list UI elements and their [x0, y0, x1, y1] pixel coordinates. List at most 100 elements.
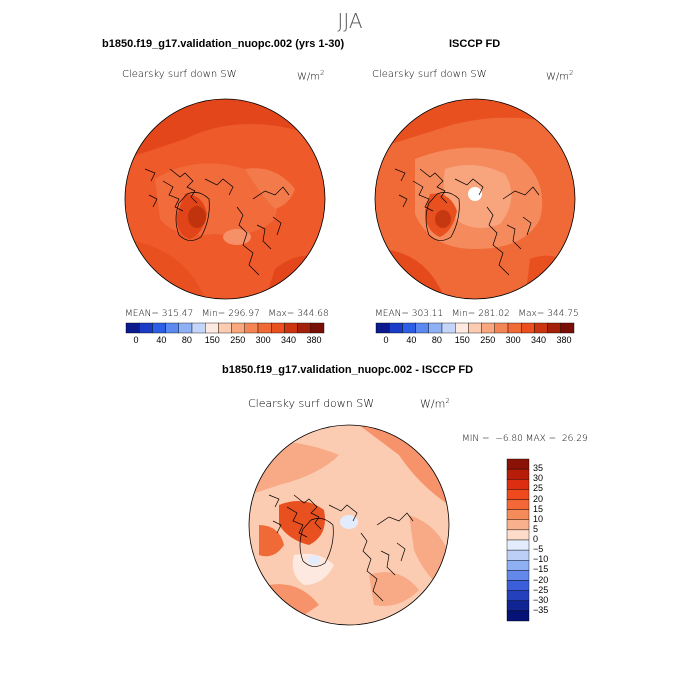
right-colorbar-swatch: [494, 322, 509, 334]
right-colorbar-tick-label: 40: [406, 335, 417, 345]
diff-units-label: W/m2: [420, 397, 450, 411]
season-title: JJA: [337, 9, 363, 33]
diff-colorbar-swatch: [506, 529, 530, 541]
right-colorbar: [375, 322, 575, 334]
left-colorbar-swatch: [297, 322, 312, 334]
left-colorbar-swatch: [244, 322, 259, 334]
diff-colorbar-tick-label: −35: [533, 604, 549, 615]
diff-colorbar-swatch: [506, 458, 530, 470]
right-map-border: [374, 98, 576, 300]
diff-colorbar-tick-label: −20: [533, 574, 549, 585]
left-colorbar-swatch: [178, 322, 193, 334]
left-stats: MEAN= 315.47 Min= 296.97 Max= 344.68: [125, 309, 329, 319]
right-map-band-southeast: [525, 255, 575, 299]
right-colorbar-tick-label: 300: [505, 335, 521, 345]
diff-map-patch-southwest: [292, 553, 334, 585]
diff-colorbar-tick-label: −15: [533, 564, 549, 575]
diff-colorbar-tick-label: 25: [533, 483, 544, 494]
right-colorbar-tick-label: 380: [556, 335, 572, 345]
diff-colorbar-swatch: [506, 570, 530, 581]
diff-units-text: W/m: [420, 397, 446, 411]
left-colorbar-swatch: [204, 322, 219, 334]
right-colorbar-swatch: [468, 322, 482, 334]
diff-colorbar-tick-label: 20: [533, 493, 544, 504]
right-colorbar-swatch: [402, 322, 416, 334]
diff-colorbar-tick-label: 0: [533, 534, 539, 544]
diff-colorbar-swatch: [506, 610, 530, 622]
diff-colorbar-swatch: [506, 509, 530, 520]
left-units-label: W/m2: [297, 69, 324, 82]
diff-polar-map: [248, 424, 450, 626]
right-units-exponent: 2: [569, 69, 574, 77]
left-colorbar-tick-label: 80: [181, 335, 192, 345]
left-colorbar-tick-label: 150: [204, 335, 220, 345]
diff-colorbar-tick-label: −25: [533, 584, 549, 595]
left-units-exponent: 2: [320, 69, 325, 77]
left-units-text: W/m: [297, 71, 320, 83]
right-units-text: W/m: [546, 71, 569, 83]
left-map-border: [124, 98, 326, 300]
left-polar-map: [124, 98, 326, 300]
right-colorbar-labels: 0 40 80 150 250 300 340 380: [376, 335, 574, 347]
diff-colorbar-swatch: [506, 560, 530, 571]
diff-colorbar-tick-label: −5: [533, 544, 544, 555]
diff-map-negative-greenland: [308, 555, 320, 565]
right-colorbar-swatch: [415, 322, 429, 334]
right-units-label: W/m2: [546, 69, 573, 82]
right-panel-header: ISCCP FD: [449, 38, 501, 50]
diff-colorbar-swatch: [506, 519, 530, 531]
diff-colorbar-swatch: [506, 479, 530, 490]
diff-colorbar-swatch: [506, 468, 530, 480]
left-colorbar-tick-label: 380: [306, 335, 322, 345]
left-colorbar-swatch: [257, 322, 272, 334]
left-colorbar-swatch: [231, 322, 245, 334]
left-colorbar-tick-label: 40: [156, 335, 167, 345]
right-map-greenland-peak: [435, 210, 451, 228]
left-colorbar-swatch: [310, 322, 325, 334]
right-colorbar-tick-label: 80: [431, 335, 442, 345]
left-colorbar-swatch: [165, 322, 179, 334]
diff-colorbar-tick-label: 30: [533, 473, 544, 484]
right-map-missing-pole: [468, 187, 482, 201]
right-colorbar-swatch: [507, 322, 522, 334]
diff-map-border: [248, 424, 450, 626]
right-colorbar-swatch: [520, 322, 535, 334]
left-colorbar-labels: 0 40 80 150 250 300 340 380: [126, 335, 324, 347]
diff-colorbar-tick-label: 5: [533, 523, 539, 534]
diff-colorbar-swatch: [506, 499, 530, 510]
diff-colorbar-swatch: [506, 489, 530, 500]
left-colorbar: [125, 322, 325, 334]
right-colorbar-swatch: [388, 322, 403, 334]
left-variable-label: Clearsky surf down SW: [122, 69, 237, 80]
left-map-band-north: [125, 99, 325, 159]
diff-map-patch-southeast: [369, 572, 419, 606]
right-colorbar-tick-label: 150: [454, 335, 470, 345]
left-map-siberia-region: [245, 168, 295, 209]
diff-variable-label: Clearsky surf down SW: [248, 397, 375, 410]
left-colorbar-swatch: [152, 322, 166, 334]
right-map-coastlines: [394, 168, 540, 276]
right-stats: MEAN= 303.11 Min= 281.02 Max= 344.75: [375, 309, 579, 319]
left-colorbar-tick-label: 340: [281, 335, 297, 345]
right-colorbar-tick-label: 0: [383, 335, 389, 345]
right-colorbar-swatch: [534, 322, 548, 334]
diff-colorbar-swatch: [506, 549, 530, 561]
diff-colorbar-swatch: [506, 590, 530, 601]
left-colorbar-swatch: [138, 322, 153, 334]
left-colorbar-swatch: [270, 322, 285, 334]
left-colorbar-tick-label: 300: [255, 335, 271, 345]
right-colorbar-swatch: [441, 322, 456, 334]
right-colorbar-tick-label: 250: [480, 335, 496, 345]
left-map-light-patch: [223, 229, 251, 245]
left-colorbar-swatch: [218, 322, 232, 334]
diff-colorbar-swatch: [506, 580, 530, 591]
diff-colorbar: [506, 458, 530, 622]
diff-map-patch-west: [259, 525, 284, 557]
right-polar-map: [374, 98, 576, 300]
right-colorbar-swatch: [560, 322, 575, 334]
right-colorbar-swatch: [375, 322, 390, 334]
left-colorbar-tick-label: 0: [133, 335, 139, 345]
left-colorbar-tick-label: 250: [230, 335, 246, 345]
diff-units-exponent: 2: [445, 397, 450, 405]
